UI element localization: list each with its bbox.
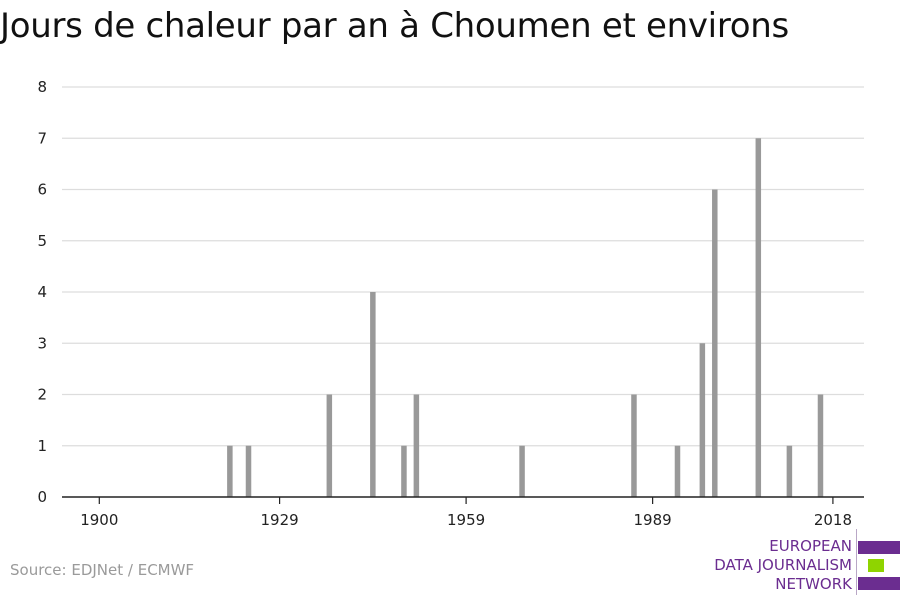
logo-bar-top [858, 541, 900, 554]
y-tick-label: 6 [37, 181, 47, 199]
y-tick-label: 7 [37, 129, 47, 147]
bars [227, 138, 824, 498]
bar[interactable] [413, 394, 420, 498]
y-axis-ticks: 0 1 2 3 4 5 6 7 8 [37, 78, 47, 506]
x-axis-ticks: 1900 1929 1959 1989 2018 [80, 497, 852, 529]
x-tick-label: 2018 [814, 511, 852, 529]
gridlines [62, 86, 864, 447]
bar[interactable] [326, 394, 333, 498]
bar[interactable] [227, 445, 233, 497]
bar[interactable] [519, 445, 525, 497]
bar[interactable] [631, 394, 637, 498]
source-label: Source: EDJNet / ECMWF [10, 561, 195, 579]
y-tick-label: 0 [37, 488, 47, 506]
bar[interactable] [712, 189, 718, 498]
x-tick-label: 1900 [80, 511, 118, 529]
logo-line-3: NETWORK [775, 575, 852, 593]
bar[interactable] [699, 343, 706, 497]
y-tick-label: 5 [37, 232, 47, 250]
logo-divider [856, 529, 857, 595]
bar[interactable] [817, 394, 824, 498]
x-tick-label: 1989 [634, 511, 672, 529]
bar[interactable] [370, 292, 376, 497]
bar[interactable] [401, 445, 407, 497]
y-tick-label: 1 [37, 437, 47, 455]
bar[interactable] [245, 445, 252, 497]
y-tick-label: 4 [37, 283, 47, 301]
bar[interactable] [786, 445, 793, 497]
y-tick-label: 3 [37, 334, 47, 352]
bar[interactable] [755, 138, 762, 497]
logo-bar-middle [868, 559, 884, 572]
logo-line-1: EUROPEAN [769, 537, 852, 555]
chart-title: Jours de chaleur par an à Choumen et env… [0, 6, 789, 46]
bar[interactable] [674, 445, 681, 497]
y-tick-label: 8 [37, 78, 47, 96]
logo-line-2: DATA JOURNALISM [714, 556, 852, 574]
y-tick-label: 2 [37, 386, 47, 404]
x-tick-label: 1959 [447, 511, 485, 529]
x-tick-label: 1929 [261, 511, 299, 529]
edjnet-logo[interactable]: EUROPEAN DATA JOURNALISM NETWORK [660, 529, 900, 595]
logo-bar-bottom [858, 577, 900, 590]
